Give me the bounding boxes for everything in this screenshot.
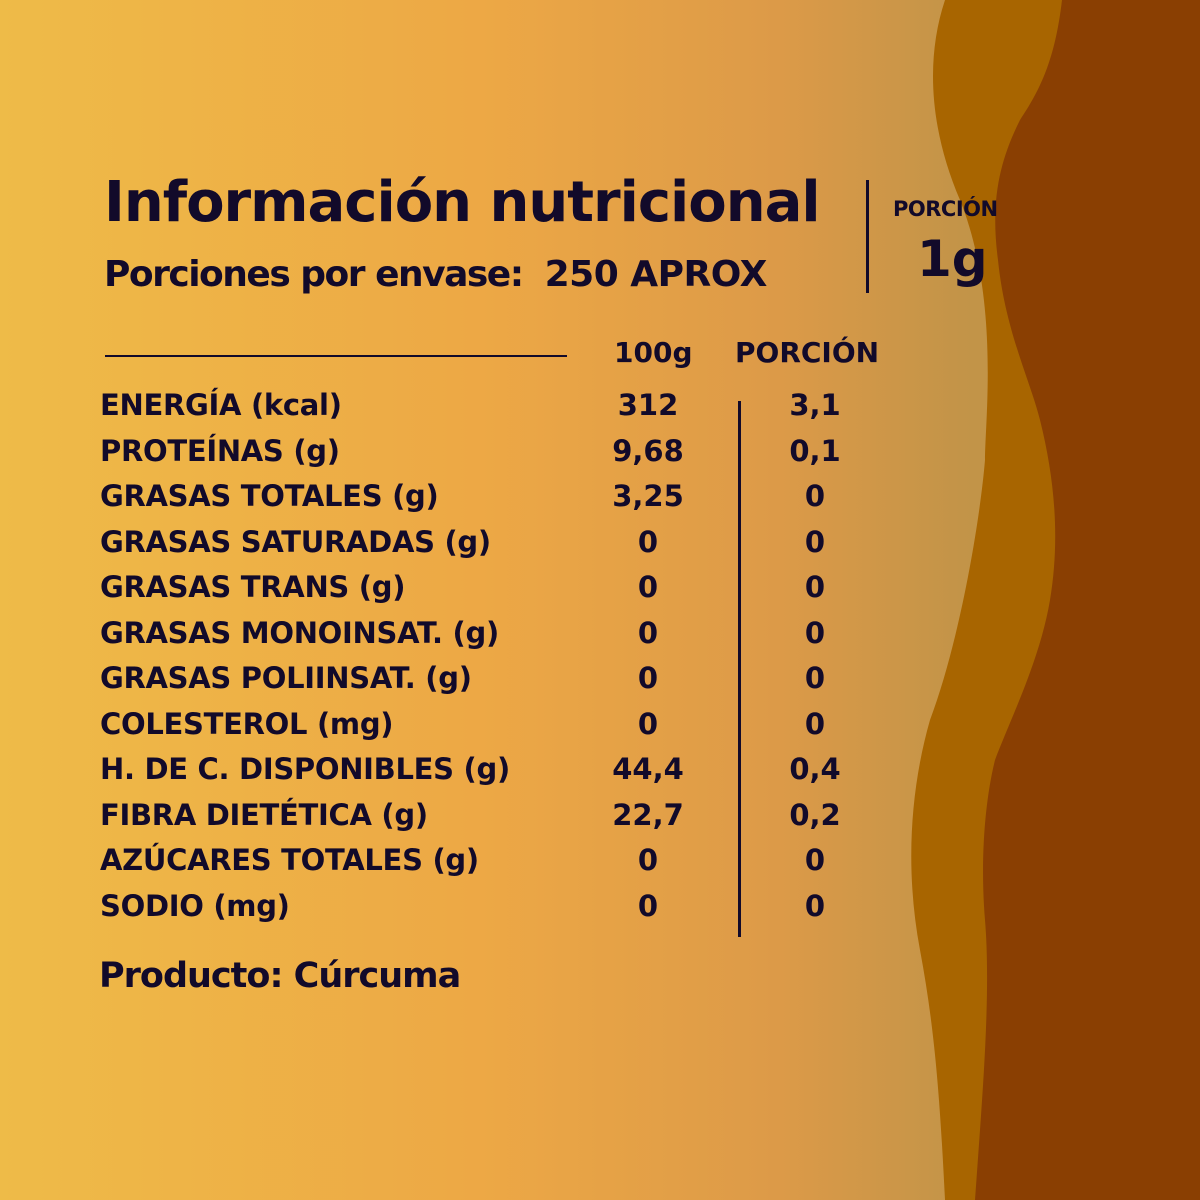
value-100g: 44,4: [612, 752, 684, 786]
nutrient-label: FIBRA DIETÉTICA (g): [100, 797, 428, 832]
value-portion: 0: [804, 615, 826, 650]
value-100g: 9,68: [612, 433, 684, 468]
nutrient-label: AZÚCARES TOTALES (g): [100, 843, 479, 877]
nutrient-label: COLESTEROL (mg): [100, 706, 394, 741]
nutrient-label: H. DE C. DISPONIBLES (g): [100, 752, 510, 786]
value-100g: 0: [637, 706, 659, 741]
header-divider: [866, 180, 869, 293]
value-portion: 0: [804, 661, 826, 695]
value-100g: 0: [637, 570, 659, 604]
wave-dark: [975, 0, 1200, 1200]
nutrient-label: SODIO (mg): [100, 888, 290, 923]
value-portion: 0: [804, 706, 826, 741]
servings-per-container: Porciones por envase: 250 APROX: [104, 254, 767, 295]
servings-value: 250 APROX: [544, 254, 768, 295]
page-title: Información nutricional: [104, 170, 821, 235]
nutrient-label: PROTEÍNAS (g): [100, 433, 340, 468]
value-100g: 0: [637, 661, 659, 695]
column-header-100g: 100g: [614, 336, 693, 369]
value-portion: 0,4: [789, 752, 841, 786]
portion-value: 1g: [917, 230, 988, 288]
value-portion: 0: [804, 524, 826, 559]
value-100g: 0: [637, 888, 659, 923]
nutrient-label: ENERGÍA (kcal): [100, 388, 342, 422]
value-100g: 312: [617, 388, 679, 422]
servings-label: Porciones por envase:: [104, 254, 524, 295]
value-portion: 0: [804, 570, 826, 604]
value-portion: 0: [804, 843, 826, 877]
value-100g: 3,25: [612, 479, 684, 513]
value-100g: 22,7: [612, 797, 684, 832]
value-portion: 0,1: [789, 433, 841, 468]
nutrient-label: GRASAS POLIINSAT. (g): [100, 661, 472, 695]
portion-label: PORCIÓN: [893, 197, 998, 221]
product-name: Producto: Cúrcuma: [99, 956, 461, 996]
nutrient-label: GRASAS MONOINSAT. (g): [100, 615, 499, 650]
value-portion: 0: [804, 479, 826, 513]
column-header-portion: PORCIÓN: [735, 336, 880, 369]
value-portion: 0,2: [789, 797, 841, 832]
value-100g: 0: [637, 615, 659, 650]
value-100g: 0: [637, 524, 659, 559]
value-portion: 0: [804, 888, 826, 923]
column-divider: [738, 401, 741, 937]
nutrient-label: GRASAS SATURADAS (g): [100, 524, 491, 559]
value-100g: 0: [637, 843, 659, 877]
table-rule: [105, 355, 567, 357]
nutrient-label: GRASAS TOTALES (g): [100, 479, 439, 513]
nutrient-label: GRASAS TRANS (g): [100, 570, 406, 604]
value-portion: 3,1: [789, 388, 841, 422]
